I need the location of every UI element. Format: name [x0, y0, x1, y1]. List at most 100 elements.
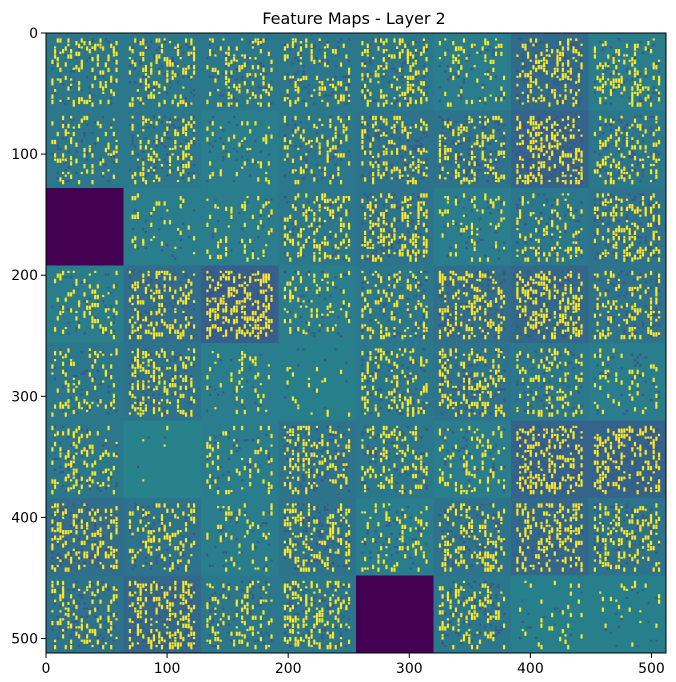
- activation-pixel: [284, 271, 286, 273]
- activation-pixel: [316, 314, 318, 318]
- activation-pixel: [188, 52, 190, 56]
- activation-pixel: [327, 102, 329, 106]
- activation-pixel: [343, 241, 345, 243]
- activation-pixel: [132, 140, 134, 142]
- activation-pixel: [303, 129, 305, 133]
- activation-pixel: [345, 86, 347, 90]
- activation-pixel: [401, 247, 403, 251]
- activation-pixel: [295, 124, 297, 126]
- feature-map-tile: [46, 33, 124, 111]
- activation-pixel: [559, 319, 561, 323]
- activation-pixel: [618, 284, 620, 288]
- activation-pixel: [580, 70, 582, 72]
- activation-pixel: [94, 303, 96, 307]
- activation-pixel: [658, 94, 660, 96]
- activation-pixel: [562, 68, 564, 72]
- activation-pixel: [313, 201, 315, 203]
- activation-pixel: [375, 161, 377, 163]
- activation-pixel: [361, 271, 363, 273]
- activation-pixel: [447, 284, 449, 286]
- activation-pixel: [570, 290, 572, 294]
- activation-pixel: [324, 52, 326, 54]
- activation-pixel: [607, 175, 609, 177]
- activation-pixel: [57, 145, 59, 147]
- activation-pixel: [572, 295, 574, 299]
- activation-pixel: [308, 271, 310, 273]
- activation-pixel: [564, 287, 566, 291]
- activation-pixel: [634, 196, 636, 198]
- activation-pixel: [482, 335, 484, 337]
- activation-pixel: [500, 97, 502, 101]
- activation-pixel: [383, 172, 385, 176]
- activation-pixel: [62, 121, 64, 123]
- activation-pixel: [463, 127, 465, 131]
- activation-pixel: [655, 231, 657, 233]
- activation-pixel: [594, 257, 596, 259]
- activation-pixel: [631, 169, 633, 171]
- activation-pixel: [260, 303, 262, 305]
- activation-pixel: [599, 86, 601, 90]
- activation-pixel: [321, 81, 323, 85]
- activation-pixel: [145, 322, 147, 324]
- activation-pixel: [140, 78, 142, 82]
- activation-pixel: [578, 335, 580, 337]
- activation-pixel: [466, 284, 468, 286]
- activation-pixel: [59, 38, 61, 42]
- activation-pixel: [244, 316, 246, 320]
- activation-pixel: [150, 295, 152, 299]
- activation-pixel: [650, 311, 652, 315]
- activation-pixel: [594, 308, 596, 310]
- activation-pixel: [193, 335, 195, 337]
- activation-pixel: [460, 89, 462, 93]
- activation-pixel: [337, 153, 339, 157]
- activation-pixel: [156, 145, 158, 147]
- activation-pixel: [522, 143, 524, 145]
- activation-pixel: [554, 129, 556, 131]
- activation-pixel: [442, 212, 444, 216]
- activation-pixel: [447, 148, 449, 152]
- activation-pixel: [396, 49, 398, 51]
- activation-pixel: [174, 62, 176, 64]
- activation-pixel: [238, 89, 240, 93]
- activation-pixel: [158, 177, 160, 181]
- activation-pixel: [94, 319, 96, 323]
- activation-pixel: [238, 300, 240, 304]
- activation-pixel: [206, 327, 208, 331]
- activation-pixel: [241, 287, 243, 289]
- activation-pixel: [631, 153, 633, 155]
- activation-pixel: [212, 316, 214, 318]
- activation-pixel: [361, 121, 363, 123]
- activation-pixel: [132, 303, 134, 305]
- activation-pixel: [476, 78, 478, 82]
- activation-pixel: [639, 212, 641, 214]
- activation-pixel: [375, 116, 377, 120]
- activation-pixel: [458, 332, 460, 334]
- activation-pixel: [289, 78, 291, 80]
- activation-pixel: [530, 60, 532, 62]
- activation-pixel: [442, 308, 444, 310]
- activation-pixel: [132, 127, 134, 131]
- activation-pixel: [393, 143, 395, 145]
- activation-pixel: [399, 151, 401, 153]
- activation-pixel: [409, 311, 411, 313]
- activation-pixel: [401, 65, 403, 67]
- activation-pixel: [225, 54, 227, 56]
- activation-pixel: [225, 290, 227, 292]
- activation-pixel: [190, 102, 192, 104]
- activation-pixel: [519, 306, 521, 308]
- activation-pixel: [572, 153, 574, 155]
- activation-pixel: [308, 92, 310, 94]
- activation-pixel: [613, 86, 615, 88]
- activation-pixel: [134, 180, 136, 184]
- activation-pixel: [639, 209, 641, 211]
- activation-pixel: [265, 279, 267, 283]
- activation-pixel: [498, 249, 500, 251]
- activation-pixel: [535, 319, 537, 321]
- activation-pixel: [650, 102, 652, 106]
- activation-pixel: [257, 284, 259, 286]
- activation-pixel: [605, 180, 607, 184]
- activation-pixel: [332, 78, 334, 80]
- activation-pixel: [415, 239, 417, 243]
- activation-pixel: [172, 153, 174, 155]
- activation-pixel: [554, 327, 556, 331]
